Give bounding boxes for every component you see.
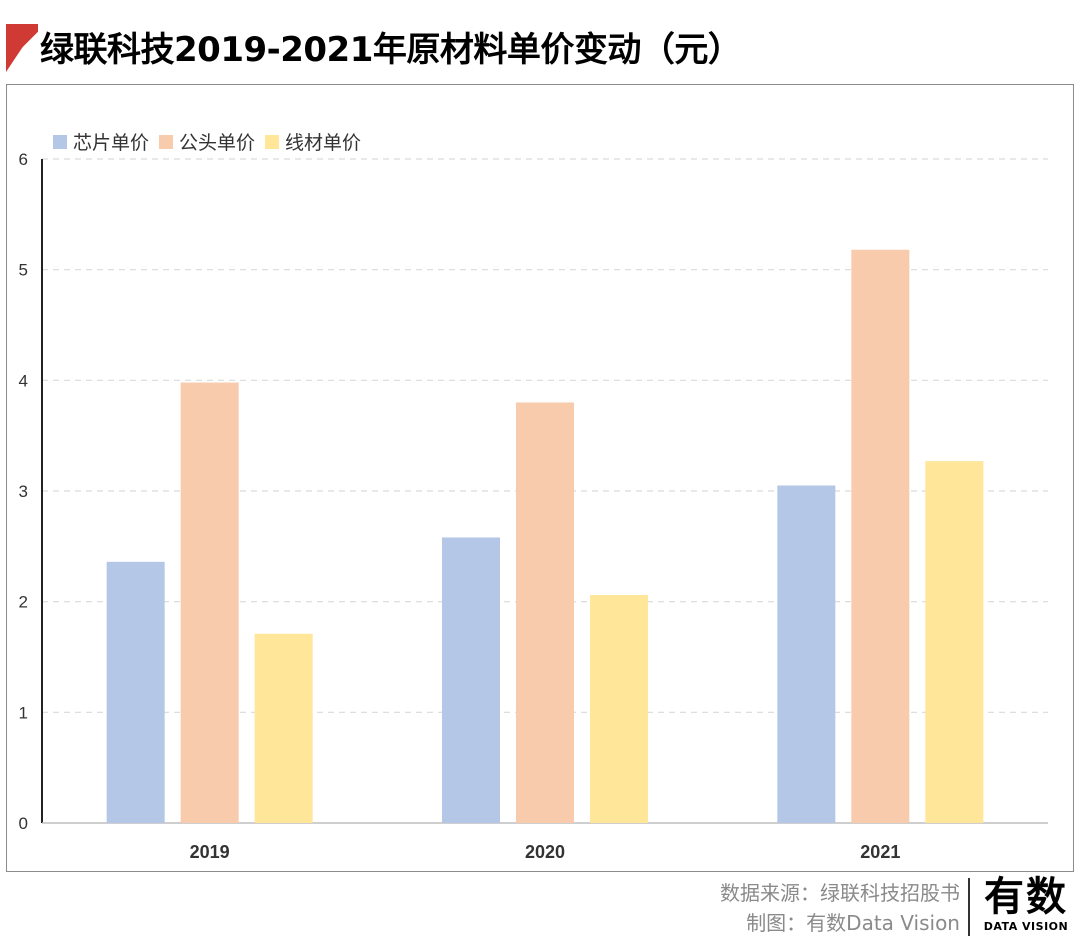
bar-2019-series-2: [180, 382, 239, 823]
bar-2021-series-3: [925, 461, 984, 823]
y-tick-label-2: 2: [19, 593, 28, 612]
footer: 数据来源：绿联科技招股书 制图：有数Data Vision: [720, 878, 960, 938]
legend-item-connector: 公头单价: [159, 128, 255, 155]
legend-swatch-cable: [265, 134, 280, 149]
legend-label-connector: 公头单价: [179, 132, 256, 154]
legend: 芯片单价 公头单价 线材单价: [53, 128, 361, 155]
legend-label-chip: 芯片单价: [73, 132, 150, 154]
source-note: 数据来源：绿联科技招股书: [720, 881, 960, 905]
bar-2021-series-2: [851, 249, 910, 823]
title-flag-icon: [6, 24, 38, 72]
credit-note: 制图：有数Data Vision: [746, 911, 960, 935]
y-tick-label-4: 4: [19, 371, 28, 390]
legend-swatch-connector: [159, 134, 174, 149]
footer-divider: [968, 878, 970, 936]
legend-label-cable: 线材单价: [285, 132, 362, 154]
legend-item-cable: 线材单价: [265, 128, 361, 155]
y-tick-label-0: 0: [19, 814, 28, 833]
y-tick-label-5: 5: [19, 261, 28, 280]
x-tick-label-2021: 2021: [860, 842, 900, 862]
x-tick-label-2020: 2020: [525, 842, 565, 862]
y-tick-label-3: 3: [19, 482, 28, 501]
legend-item-chip: 芯片单价: [53, 128, 149, 155]
brand-logo: 有数 DATA VISION: [978, 874, 1074, 934]
bar-2019-series-1: [106, 561, 165, 823]
title-bar: 绿联科技2019-2021年原材料单价变动（元）: [0, 0, 1080, 78]
logo-sub-text: DATA VISION: [983, 920, 1069, 933]
bar-2020-series-3: [590, 595, 648, 823]
bar-2020-series-2: [516, 402, 574, 823]
chart-title: 绿联科技2019-2021年原材料单价变动（元）: [40, 30, 742, 70]
y-tick-label-6: 6: [19, 150, 28, 169]
bar-2021-series-1: [777, 485, 836, 823]
bar-2020-series-1: [442, 537, 500, 823]
legend-swatch-chip: [53, 134, 67, 149]
y-tick-label-1: 1: [19, 703, 28, 722]
bar-2019-series-3: [254, 633, 313, 823]
x-tick-label-2019: 2019: [190, 842, 230, 862]
logo-main-text: 有数: [984, 874, 1068, 920]
